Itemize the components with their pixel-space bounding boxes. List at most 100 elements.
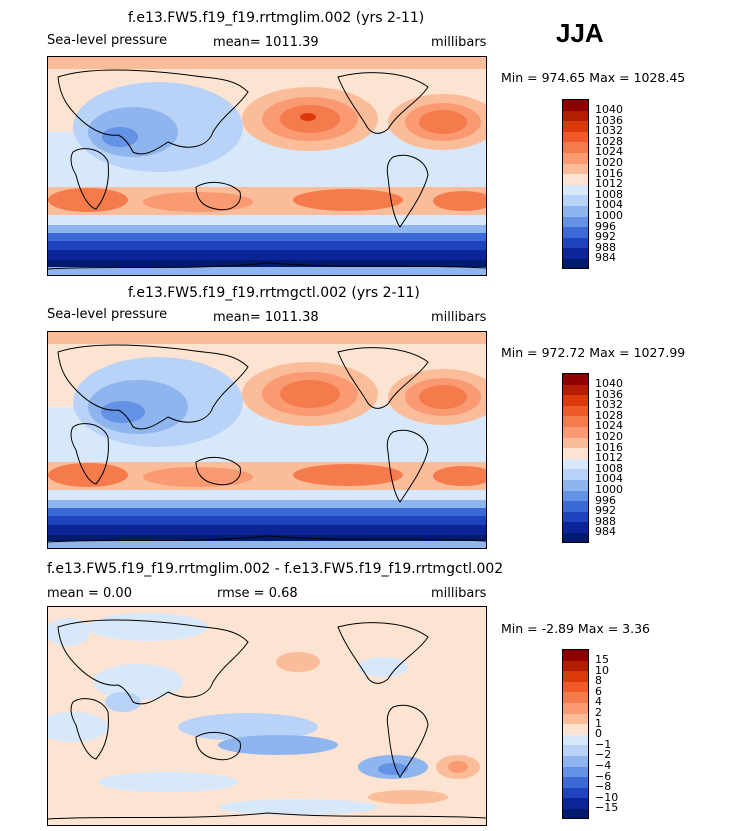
panel-2-units: millibars	[431, 310, 487, 325]
cb3-label: 8	[595, 674, 602, 688]
cb3-label: −6	[595, 769, 612, 783]
cb1-label: 1036	[595, 113, 623, 127]
cb3-swatch-11	[563, 755, 588, 767]
panel-2-variable-label: Sea-level pressure	[47, 307, 168, 322]
panel-2-map	[47, 331, 487, 549]
antarctica-coast	[48, 535, 486, 543]
arctic-band	[48, 57, 486, 69]
cb3-swatch-10	[563, 745, 588, 756]
cb2-label: 1040	[595, 377, 623, 390]
south-america-coast	[386, 154, 429, 228]
anomaly-neg	[358, 657, 408, 677]
cb1-swatch-11	[563, 205, 588, 217]
so-band-4	[48, 516, 486, 525]
cb2-label: 1020	[595, 430, 623, 443]
cb1-label: 1024	[595, 145, 623, 159]
n-atlantic-high-3	[419, 385, 467, 409]
cb2-label: 992	[595, 504, 616, 518]
so-band-2	[48, 500, 486, 508]
anomaly-neg-core	[378, 763, 408, 775]
cb2-swatch-15	[563, 522, 588, 533]
cb2-swatch-3	[563, 395, 588, 406]
s-pacific-high	[293, 464, 403, 486]
cb2-swatch-14	[563, 511, 588, 523]
anomaly-neg	[93, 664, 183, 700]
panel-2-colorbar-swatches	[562, 373, 589, 543]
cb2-swatch-4	[563, 405, 588, 417]
cb3-swatch-4	[563, 681, 588, 693]
panel-3-title: f.e13.FW5.f19_f19.rrtmglim.002 - f.e13.F…	[47, 561, 504, 577]
cb2-label: 1032	[595, 398, 623, 412]
africa-coast	[70, 148, 109, 210]
panel-1-map	[47, 56, 487, 276]
so-band-5	[48, 525, 486, 535]
cb1-label: 1004	[595, 198, 623, 212]
antarctic-plateau	[48, 541, 486, 548]
cb1-swatch-3	[563, 121, 588, 132]
cb2-label: 1000	[595, 483, 623, 496]
panel-2-mean: mean= 1011.38	[213, 310, 319, 325]
cb1-swatch-12	[563, 216, 588, 228]
coastlines	[48, 344, 486, 543]
eurasia-coast	[57, 619, 249, 705]
anomaly-pos-core	[448, 761, 468, 773]
cb2-swatch-16	[563, 532, 588, 542]
cb3-label: −4	[595, 759, 612, 772]
cb2-swatch-8	[563, 448, 588, 459]
south-america-coast	[386, 704, 429, 778]
cb3-label: −15	[595, 801, 619, 815]
cb1-swatch-15	[563, 248, 588, 259]
n-pacific-high-3	[280, 380, 340, 408]
cb3-label: −8	[595, 780, 612, 794]
cb3-swatch-13	[563, 777, 588, 788]
cb1-label: 984	[595, 251, 616, 265]
anomaly-neg	[105, 692, 141, 712]
n-pacific-high-core	[300, 113, 316, 121]
anomaly-neg	[48, 712, 108, 742]
cb1-swatch-5	[563, 142, 588, 153]
cb3-label: 4	[595, 695, 602, 709]
cb2-label: 1016	[595, 440, 623, 454]
panel-3-colorbar: 15 10 8 6 4 2 1 0 −1 −2 −4 −6 −8 −10 −15	[562, 649, 652, 824]
africa-coast	[70, 423, 109, 485]
panel-2-minmax: Min = 972.72 Max = 1027.99	[501, 345, 686, 360]
cb1-label: 1016	[595, 166, 623, 180]
cb1-swatch-16	[563, 258, 588, 268]
n-atlantic-high-3	[419, 110, 467, 134]
north-america-coast	[337, 347, 429, 409]
anomaly-neg	[218, 735, 338, 755]
panel-3-units: millibars	[431, 586, 487, 601]
cb3-label: 0	[595, 727, 602, 741]
cb1-label: 1008	[595, 187, 623, 201]
cb3-label: 6	[595, 684, 602, 698]
so-band-2	[48, 225, 486, 233]
cb2-label: 1036	[595, 387, 623, 401]
indian-ocean-high	[48, 188, 128, 212]
s-atlantic-high	[433, 191, 486, 211]
panel-3-map	[47, 606, 487, 826]
cb3-swatch-8	[563, 724, 588, 735]
antarctic-plateau	[48, 267, 486, 275]
panel-2-colorbar: 1040 1036 1032 1028 1024 1020 1016 1012 …	[562, 373, 652, 548]
panel-1-minmax: Min = 974.65 Max = 1028.45	[501, 70, 686, 85]
cb3-label: −10	[595, 790, 619, 804]
so-band-4	[48, 241, 486, 250]
arctic-band	[48, 332, 486, 344]
cb2-swatch-11	[563, 479, 588, 491]
cb2-swatch-7	[563, 437, 588, 449]
cb1-swatch-14	[563, 237, 588, 249]
panel-3-colorbar-swatches	[562, 649, 589, 819]
cb2-label: 1024	[595, 419, 623, 433]
cb1-swatch-6	[563, 152, 588, 164]
cb2-label: 996	[595, 493, 616, 507]
cb3-label: 1	[595, 716, 602, 730]
eurasia-coast	[57, 344, 249, 430]
panel-3-minmax: Min = -2.89 Max = 3.36	[501, 621, 651, 636]
cb2-label: 1008	[595, 461, 623, 475]
anomaly-pos	[276, 652, 320, 672]
cb1-swatch-1	[563, 100, 588, 111]
cb1-label: 996	[595, 219, 616, 233]
cb3-swatch-14	[563, 787, 588, 799]
so-band-1	[48, 490, 486, 500]
so-band-3	[48, 233, 486, 241]
